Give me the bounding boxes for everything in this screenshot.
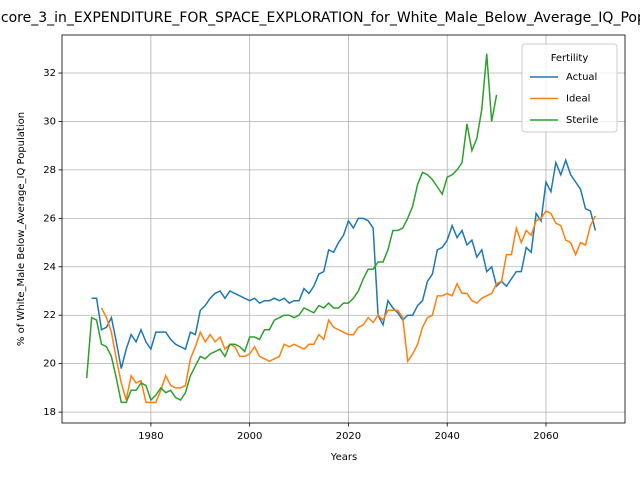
series-line <box>85 53 498 404</box>
y-tick-label: 32 <box>43 68 56 79</box>
y-tick-label: 22 <box>43 310 56 321</box>
series-line <box>100 210 597 404</box>
chart-title: Score_3_in_EXPENDITURE_FOR_SPACE_EXPLORA… <box>0 10 640 26</box>
legend-label: Sterile <box>566 115 598 126</box>
series-line <box>91 157 597 369</box>
y-axis-label: % of White_Male Below_Average_IQ Populat… <box>16 112 27 346</box>
legend-label: Actual <box>566 72 597 83</box>
legend: Fertility Actual Ideal Sterile <box>521 43 618 133</box>
x-axis-label: Years <box>330 452 357 463</box>
x-tick-label: 2000 <box>237 431 262 442</box>
y-tick-label: 24 <box>43 262 56 273</box>
x-tick-label: 1980 <box>138 431 163 442</box>
y-tick-label: 18 <box>43 407 56 418</box>
legend-title: Fertility <box>551 53 589 64</box>
y-tick-label: 28 <box>43 165 56 176</box>
x-tick-label: 2040 <box>434 431 459 442</box>
y-tick-label: 30 <box>43 116 56 127</box>
axes-frame <box>61 34 626 424</box>
legend-label: Ideal <box>566 94 590 105</box>
y-tick-label: 26 <box>43 213 56 224</box>
x-tick-label: 2020 <box>336 431 361 442</box>
legend-box <box>521 43 618 133</box>
x-tick-label: 2060 <box>533 431 558 442</box>
y-tick-label: 20 <box>43 359 56 370</box>
